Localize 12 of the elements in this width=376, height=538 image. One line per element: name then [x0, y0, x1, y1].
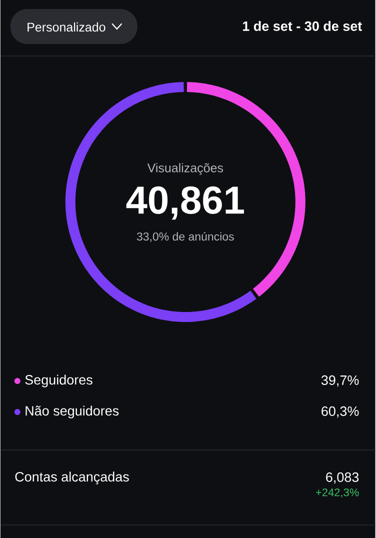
data-label: 60,3% — [322, 406, 359, 418]
text: 1 de set - 30 de set — [243, 21, 362, 31]
text: 40,861 — [126, 186, 244, 220]
legend-label: Seguidores — [25, 374, 92, 388]
text: +242,3% — [316, 488, 359, 498]
text: 33,0% de anúncios — [137, 232, 234, 242]
legend-label: Não seguidores — [26, 406, 119, 418]
text: Contas alcançadas — [15, 472, 129, 484]
text: Visualizações — [147, 163, 224, 175]
data-label: 39,7% — [322, 375, 359, 387]
text: 6,083 — [326, 472, 359, 484]
text: Personalizado — [28, 22, 106, 32]
